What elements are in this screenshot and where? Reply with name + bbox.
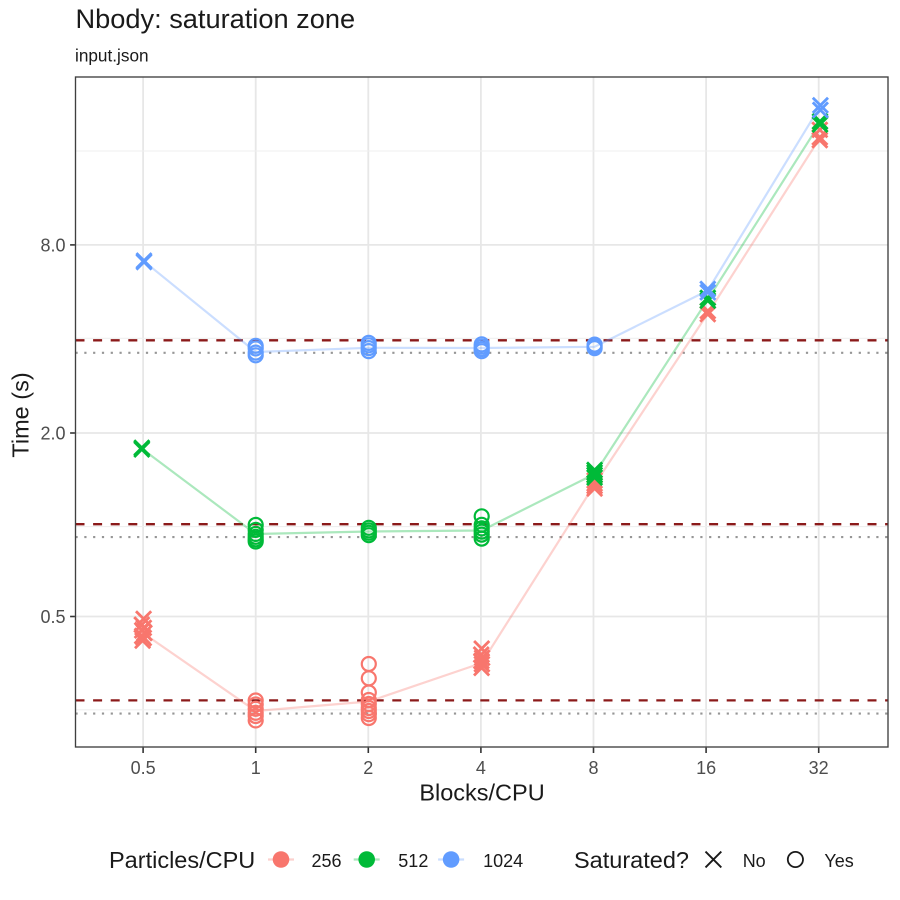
svg-text:8.0: 8.0 <box>40 235 65 255</box>
svg-text:input.json: input.json <box>75 46 149 66</box>
svg-text:Particles/CPU: Particles/CPU <box>109 847 255 873</box>
svg-text:Blocks/CPU: Blocks/CPU <box>419 780 544 806</box>
svg-text:Yes: Yes <box>824 851 853 871</box>
svg-text:0.5: 0.5 <box>131 758 156 778</box>
svg-text:No: No <box>743 851 766 871</box>
svg-text:32: 32 <box>809 758 829 778</box>
svg-text:512: 512 <box>398 851 428 871</box>
svg-text:2: 2 <box>363 758 373 778</box>
svg-text:256: 256 <box>312 851 342 871</box>
svg-text:1024: 1024 <box>483 851 523 871</box>
svg-text:8: 8 <box>588 758 598 778</box>
svg-text:Nbody: saturation zone: Nbody: saturation zone <box>76 3 356 34</box>
svg-text:1: 1 <box>251 758 261 778</box>
svg-text:4: 4 <box>476 758 486 778</box>
svg-text:2.0: 2.0 <box>40 423 65 443</box>
svg-text:0.5: 0.5 <box>40 607 65 627</box>
svg-text:16: 16 <box>696 758 716 778</box>
svg-text:Saturated?: Saturated? <box>574 847 689 873</box>
svg-text:Time (s): Time (s) <box>8 372 34 457</box>
